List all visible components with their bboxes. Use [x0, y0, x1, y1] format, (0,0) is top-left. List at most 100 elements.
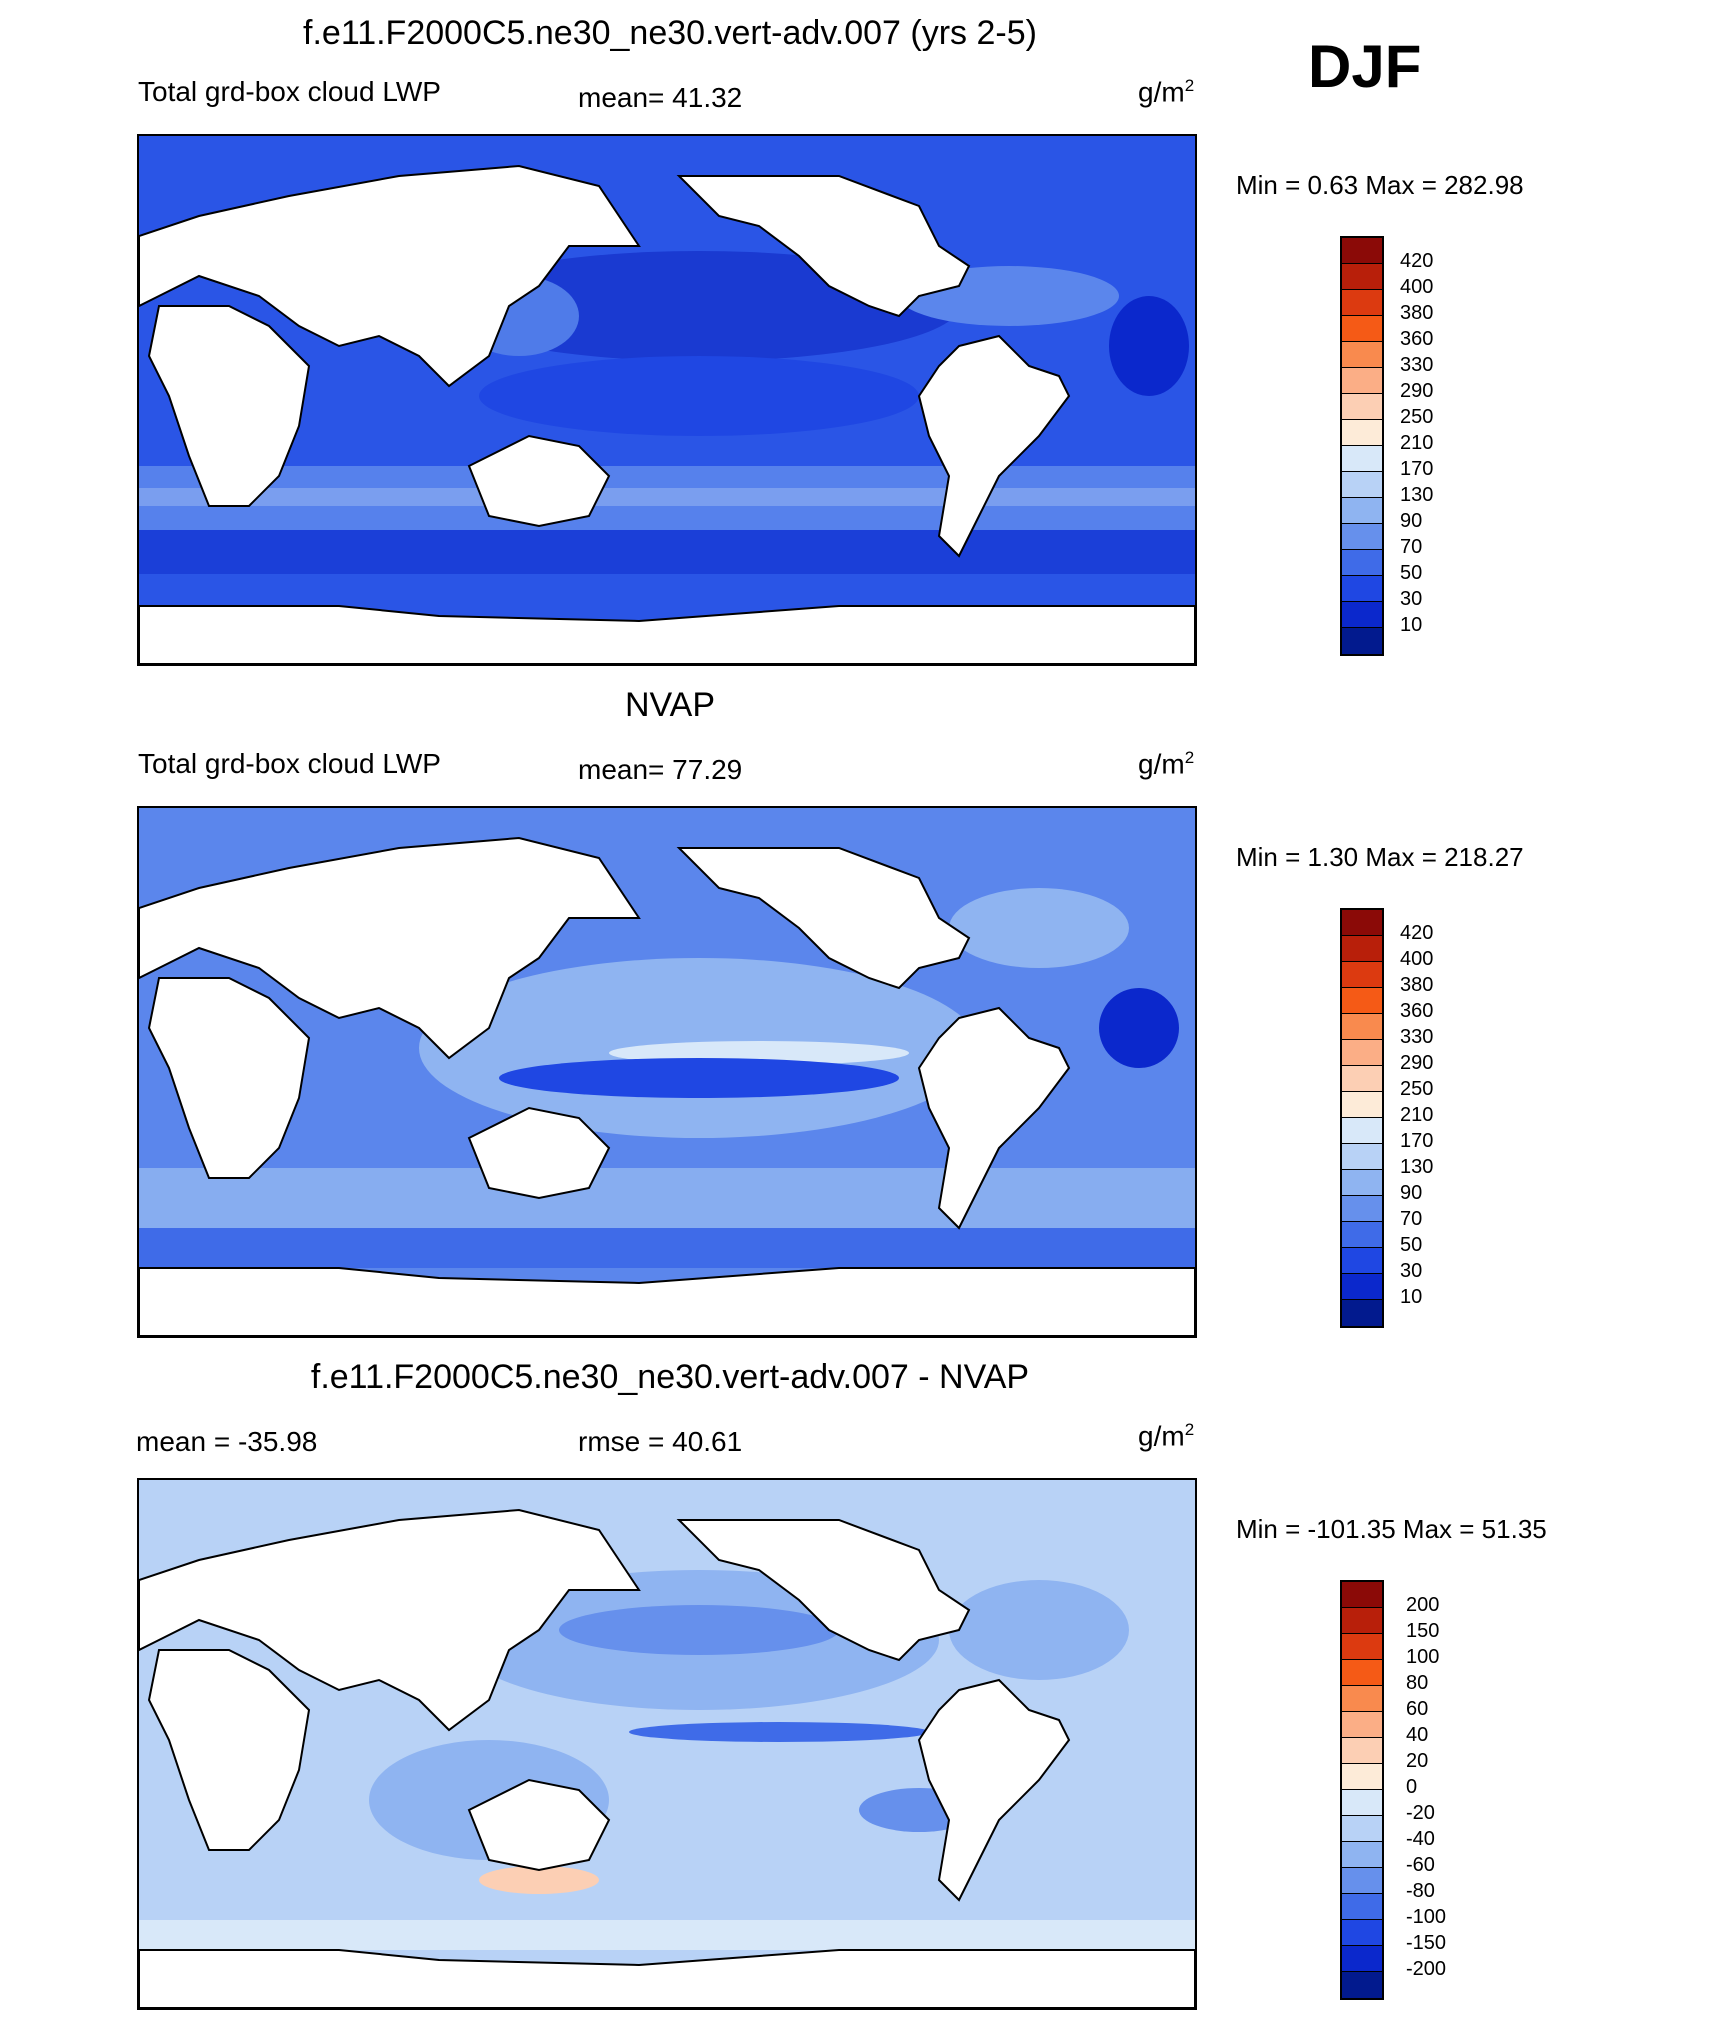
variable-label: Total grd-box cloud LWP [138, 76, 441, 107]
colorbar-level-label: 420 [1400, 922, 1434, 944]
color-box [1342, 1972, 1382, 1998]
map-frame [137, 1478, 1197, 2010]
world-map [139, 808, 1195, 1336]
colorbar-level-label: -40 [1406, 1828, 1435, 1850]
color-bar [1340, 236, 1384, 656]
color-box [1342, 238, 1382, 264]
color-box [1342, 342, 1382, 368]
world-map [139, 136, 1195, 664]
min-max-label: Min = 0.63 Max = 282.98 [1236, 170, 1524, 200]
color-box [1342, 1582, 1382, 1608]
color-box [1342, 1040, 1382, 1066]
mean-label: mean= 77.29 [578, 754, 743, 785]
color-box [1342, 1842, 1382, 1868]
color-box [1342, 1248, 1382, 1274]
color-box [1342, 1274, 1382, 1300]
colorbar-level-label: 100 [1406, 1646, 1440, 1668]
mean-label: mean= 41.32 [578, 82, 743, 113]
colorbar-level-label: 30 [1400, 588, 1423, 610]
map-frame [137, 134, 1197, 666]
colorbar-level-label: 90 [1400, 510, 1423, 532]
color-box [1342, 1920, 1382, 1946]
colorbar-level-label: -20 [1406, 1802, 1435, 1824]
colorbar-level-label: 50 [1400, 1234, 1423, 1256]
color-box [1342, 1066, 1382, 1092]
color-box [1342, 1092, 1382, 1118]
color-box [1342, 472, 1382, 498]
color-box [1342, 420, 1382, 446]
colorbar-level-label: 0 [1406, 1776, 1418, 1798]
colorbar-level-label: 380 [1400, 302, 1434, 324]
panel-title: f.e11.F2000C5.ne30_ne30.vert-adv.007 - N… [310, 1358, 1030, 1396]
panel-title: NVAP [624, 686, 716, 724]
colorbar-level-label: 400 [1400, 276, 1434, 298]
colorbar-level-label: 380 [1400, 974, 1434, 996]
colorbar-level-label: 210 [1400, 1104, 1434, 1126]
season-label: DJF [1308, 33, 1422, 100]
min-max-label: Min = 1.30 Max = 218.27 [1236, 842, 1524, 872]
color-box [1342, 394, 1382, 420]
variable-label: Total grd-box cloud LWP [138, 748, 441, 779]
color-box [1342, 576, 1382, 602]
colorbar-level-label: 170 [1400, 1130, 1434, 1152]
colorbar-level-label: 250 [1400, 1078, 1434, 1100]
color-box [1342, 1660, 1382, 1686]
colorbar-level-label: 80 [1406, 1672, 1429, 1694]
color-bar [1340, 1580, 1384, 2000]
color-bar [1340, 908, 1384, 1328]
panel-title: f.e11.F2000C5.ne30_ne30.vert-adv.007 (yr… [303, 14, 1037, 52]
colorbar-level-label: -100 [1406, 1906, 1447, 1928]
colorbar-level-label: -200 [1406, 1958, 1447, 1980]
colorbar-level-label: 70 [1400, 536, 1423, 558]
color-box [1342, 1790, 1382, 1816]
units-label: g/m2 [1138, 748, 1195, 780]
color-box [1342, 1014, 1382, 1040]
colorbar-level-label: 170 [1400, 458, 1434, 480]
colorbar-level-label: -60 [1406, 1854, 1435, 1876]
colorbar-level-label: 150 [1406, 1620, 1440, 1642]
colorbar-level-label: 130 [1400, 1156, 1434, 1178]
units-label: g/m2 [1138, 76, 1195, 108]
colorbar-level-label: 330 [1400, 354, 1434, 376]
colorbar-level-label: 70 [1400, 1208, 1423, 1230]
color-box [1342, 1196, 1382, 1222]
color-box [1342, 1118, 1382, 1144]
colorbar-level-label: 130 [1400, 484, 1434, 506]
color-box [1342, 1634, 1382, 1660]
color-box [1342, 962, 1382, 988]
color-box [1342, 936, 1382, 962]
colorbar-level-label: 60 [1406, 1698, 1429, 1720]
colorbar-level-label: 360 [1400, 1000, 1434, 1022]
color-box [1342, 1894, 1382, 1920]
color-box [1342, 1764, 1382, 1790]
mean-label: mean = -35.98 [136, 1426, 318, 1457]
colorbar-level-label: 30 [1400, 1260, 1423, 1282]
color-box [1342, 264, 1382, 290]
colorbar-level-label: 250 [1400, 406, 1434, 428]
color-box [1342, 498, 1382, 524]
color-box [1342, 910, 1382, 936]
colorbar-level-label: -80 [1406, 1880, 1435, 1902]
color-box [1342, 1300, 1382, 1326]
color-box [1342, 446, 1382, 472]
colorbar-level-label: 290 [1400, 380, 1434, 402]
colorbar-level-label: 330 [1400, 1026, 1434, 1048]
color-box [1342, 316, 1382, 342]
map-frame [137, 806, 1197, 1338]
color-box [1342, 1608, 1382, 1634]
color-box [1342, 628, 1382, 654]
colorbar-level-label: 360 [1400, 328, 1434, 350]
color-box [1342, 1946, 1382, 1972]
colorbar-level-label: 90 [1400, 1182, 1423, 1204]
colorbar-level-label: 420 [1400, 250, 1434, 272]
color-box [1342, 1222, 1382, 1248]
color-box [1342, 550, 1382, 576]
colorbar-level-label: 10 [1400, 614, 1423, 636]
colorbar-level-label: 290 [1400, 1052, 1434, 1074]
color-box [1342, 524, 1382, 550]
color-box [1342, 1686, 1382, 1712]
colorbar-level-label: -150 [1406, 1932, 1447, 1954]
color-box [1342, 368, 1382, 394]
color-box [1342, 1816, 1382, 1842]
colorbar-level-label: 10 [1400, 1286, 1423, 1308]
